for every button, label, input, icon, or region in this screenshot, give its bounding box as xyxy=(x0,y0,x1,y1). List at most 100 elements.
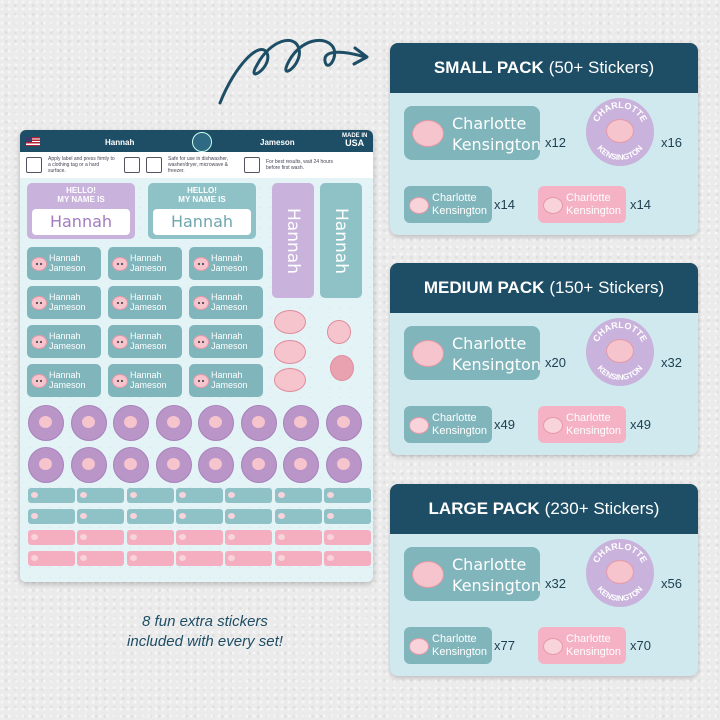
label-name: Hannah Jameson xyxy=(49,331,86,351)
svg-text:KENSINGTON: KENSINGTON xyxy=(596,364,645,383)
large-name-label: Charlotte Kensington xyxy=(404,106,541,160)
round-name-sticker xyxy=(70,405,107,441)
small-name-sticker xyxy=(126,530,174,545)
appliance-icon xyxy=(124,157,140,173)
round-name-sticker xyxy=(155,447,192,483)
label-name: Hannah Jameson xyxy=(49,292,86,312)
axolotl-icon xyxy=(251,458,265,470)
label-last-name: Jameson xyxy=(49,380,86,390)
hello-line1: HELLO! xyxy=(66,186,96,195)
axolotl-icon xyxy=(178,492,186,498)
medium-name-label-teal: Charlotte Kensington xyxy=(404,627,492,664)
small-name-sticker xyxy=(225,551,273,566)
small-name-sticker xyxy=(274,509,322,524)
label-name: Hannah Jameson xyxy=(130,292,167,312)
round-name-sticker xyxy=(198,447,234,483)
axolotl-icon xyxy=(543,638,563,655)
label-first-name: Charlotte xyxy=(452,334,527,353)
round-bottom-text: KENSINGTON xyxy=(596,585,645,604)
swirl-arrow-icon xyxy=(218,38,369,105)
name-label-sticker: Hannah Jameson xyxy=(108,364,182,397)
svg-text:KENSINGTON: KENSINGTON xyxy=(596,585,645,604)
axolotl-icon xyxy=(112,296,128,310)
caption-line2: included with every set! xyxy=(127,633,283,650)
sheet-name-last: Jameson xyxy=(260,138,295,147)
axolotl-icon xyxy=(228,513,236,519)
medium-name-label-teal: Charlotte Kensington xyxy=(404,186,492,223)
axolotl-icon xyxy=(31,374,47,388)
label-first-name: Hannah xyxy=(130,253,162,263)
small-name-sticker xyxy=(77,551,125,566)
vertical-name-text: Hannah xyxy=(331,207,351,274)
round-name-sticker xyxy=(28,447,64,483)
round-name-sticker xyxy=(325,405,362,441)
label-last-name: Kensington xyxy=(452,576,541,595)
qty-pink-label: x70 xyxy=(630,638,651,653)
caption-line1: 8 fun extra stickers xyxy=(142,613,268,630)
axolotl-icon xyxy=(409,417,429,434)
small-name-sticker xyxy=(225,530,273,545)
label-last-name: Kensington xyxy=(566,425,622,437)
hello-sticker: HELLO! MY NAME IS Hannah xyxy=(27,183,135,239)
label-first-name: Hannah xyxy=(211,370,243,380)
axolotl-icon xyxy=(81,458,95,470)
label-name: Charlotte Kensington xyxy=(452,333,541,375)
round-bottom-text: KENSINGTON xyxy=(596,364,645,383)
care-instructions: Apply label and press firmly to a clothi… xyxy=(20,152,373,178)
label-name: Charlotte Kensington xyxy=(566,412,621,438)
axolotl-icon xyxy=(193,257,209,271)
label-first-name: Hannah xyxy=(49,331,81,341)
pack-panel: SMALL PACK (50+ Stickers) Charlotte Kens… xyxy=(390,43,698,235)
axolotl-icon xyxy=(294,458,307,470)
label-first-name: Charlotte xyxy=(432,412,477,424)
round-name-sticker xyxy=(155,405,192,441)
clock-icon xyxy=(244,157,260,173)
axolotl-icon xyxy=(209,458,222,470)
shirt-icon xyxy=(26,157,42,173)
axolotl-icon xyxy=(39,458,52,470)
pack-name: SMALL PACK xyxy=(433,58,544,77)
label-last-name: Jameson xyxy=(211,302,248,312)
qty-round-label: x32 xyxy=(661,355,682,370)
axolotl-icon xyxy=(80,513,88,519)
vertical-name-label: Hannah xyxy=(320,183,362,298)
small-name-sticker xyxy=(28,509,75,524)
hello-name: Hannah xyxy=(32,209,130,235)
medium-name-label-pink: Charlotte Kensington xyxy=(538,406,626,443)
small-name-sticker xyxy=(323,551,371,566)
axolotl-guitar-icon xyxy=(327,320,351,344)
medium-name-label-pink: Charlotte Kensington xyxy=(538,186,626,223)
round-name-label: CHARLOTTE KENSINGTON xyxy=(586,318,654,386)
label-last-name: Jameson xyxy=(49,263,86,273)
pack-title: SMALL PACK (50+ Stickers) xyxy=(390,43,698,93)
label-first-name: Hannah xyxy=(49,292,81,302)
round-name-sticker xyxy=(70,447,107,483)
label-first-name: Charlotte xyxy=(566,633,611,645)
hello-line1: HELLO! xyxy=(187,186,217,195)
axolotl-icon xyxy=(336,458,350,470)
name-label-sticker: Hannah Jameson xyxy=(108,247,182,280)
axolotl-icon xyxy=(129,513,137,519)
qty-pink-label: x49 xyxy=(630,417,651,432)
small-name-sticker xyxy=(225,509,273,524)
label-last-name: Kensington xyxy=(566,205,622,217)
label-name: Charlotte Kensington xyxy=(566,192,621,218)
label-last-name: Jameson xyxy=(130,341,167,351)
label-name: Charlotte Kensington xyxy=(452,554,541,596)
round-name-sticker xyxy=(240,405,277,441)
label-name: Hannah Jameson xyxy=(211,292,248,312)
small-name-sticker xyxy=(175,488,223,503)
small-name-sticker xyxy=(126,488,174,503)
label-first-name: Charlotte xyxy=(566,412,611,424)
qty-pink-label: x14 xyxy=(630,197,651,212)
name-label-sticker: Hannah Jameson xyxy=(27,364,101,397)
axolotl-icon xyxy=(124,416,137,428)
pack-count: (230+ Stickers) xyxy=(544,499,660,518)
label-last-name: Jameson xyxy=(211,380,248,390)
svg-text:KENSINGTON: KENSINGTON xyxy=(596,144,645,163)
small-name-sticker xyxy=(274,551,322,566)
made-in-usa-badge: MADE IN USA xyxy=(342,133,367,149)
label-name: Hannah Jameson xyxy=(130,331,167,351)
small-name-sticker xyxy=(77,530,125,545)
name-label-sticker: Hannah Jameson xyxy=(27,286,101,319)
